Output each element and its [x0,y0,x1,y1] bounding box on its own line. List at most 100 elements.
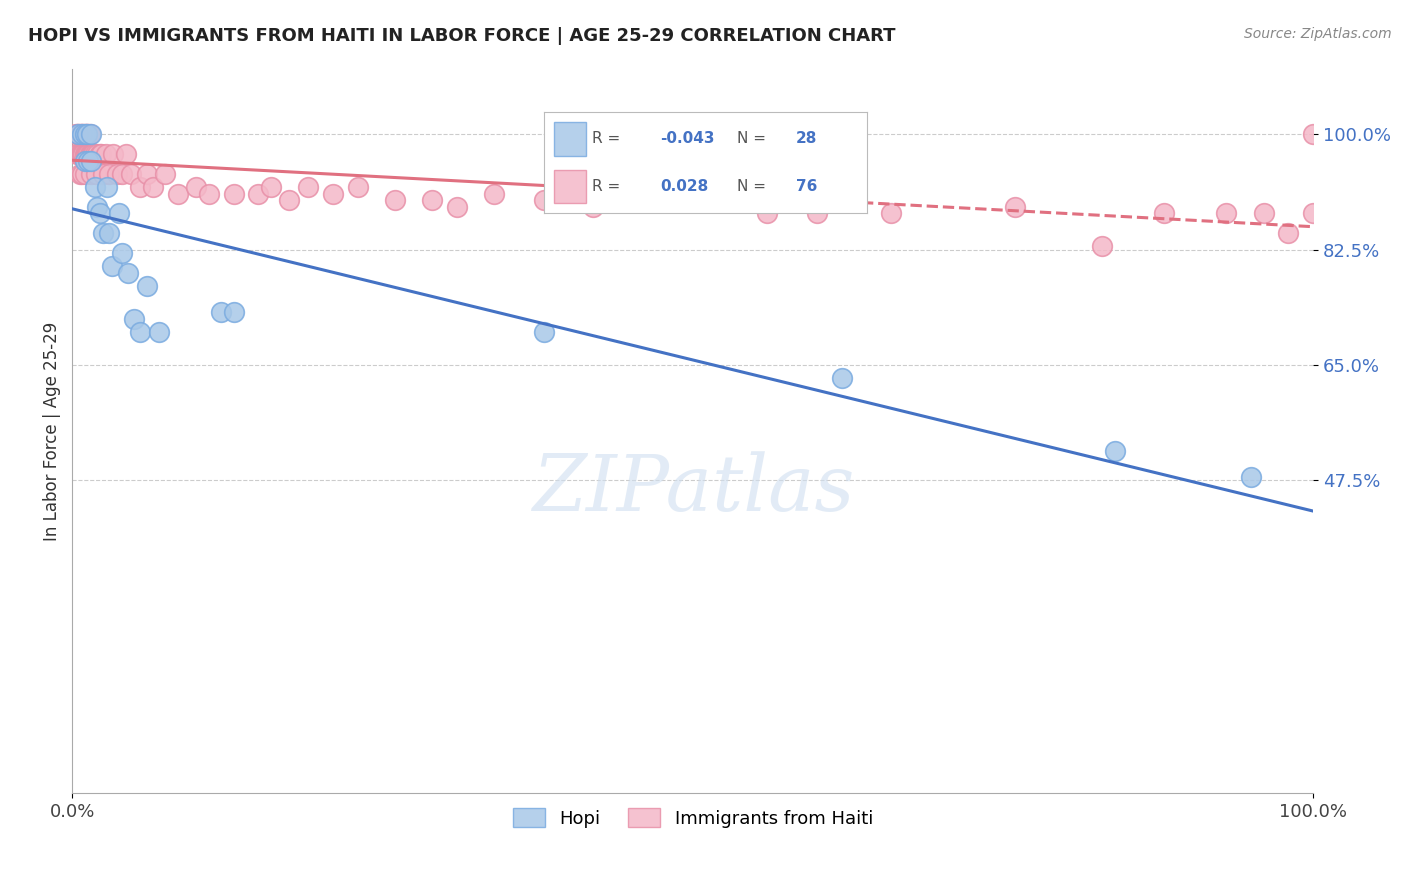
Point [70,147,93,161]
Point [66,147,89,161]
Point [101,259,124,273]
Point [260,180,283,194]
Point [67,147,90,161]
Legend: Hopi, Immigrants from Haiti: Hopi, Immigrants from Haiti [505,801,880,835]
Point [84,167,107,181]
Point [65,128,87,142]
Point [880,206,903,220]
Point [90,147,112,161]
Point [89,147,111,161]
Point [482,186,505,201]
Point [222,186,245,201]
Point [1215,206,1237,220]
Point [129,325,152,339]
Point [142,180,165,194]
Point [70,128,93,142]
Point [67,128,90,142]
Point [77,128,100,142]
Point [89,206,111,220]
Y-axis label: In Labor Force | Age 25-29: In Labor Force | Age 25-29 [44,321,60,541]
Point [73,128,96,142]
Point [83,147,105,161]
Point [533,194,555,208]
Point [82,147,104,161]
Point [94,147,117,161]
Point [76,128,98,142]
Point [209,305,232,319]
Point [155,167,177,181]
Point [346,180,368,194]
Point [72,128,94,142]
Point [80,167,103,181]
Point [831,371,853,385]
Point [70,167,93,181]
Text: Source: ZipAtlas.com: Source: ZipAtlas.com [1244,27,1392,41]
Point [1004,200,1026,214]
Point [114,147,136,161]
Point [76,128,98,142]
Point [77,147,100,161]
Point [80,147,103,161]
Point [86,147,108,161]
Point [75,128,97,142]
Point [79,128,101,142]
Point [111,246,134,260]
Point [1091,239,1114,253]
Point [98,167,121,181]
Point [91,167,114,181]
Point [80,153,103,168]
Point [1153,206,1175,220]
Point [108,206,131,220]
Point [297,180,319,194]
Point [1277,226,1299,240]
Point [96,180,118,194]
Point [103,147,125,161]
Point [69,147,91,161]
Point [120,167,142,181]
Point [98,226,121,240]
Point [1302,128,1324,142]
Point [83,180,105,194]
Point [70,128,93,142]
Point [73,147,96,161]
Point [135,167,157,181]
Point [533,325,555,339]
Point [86,200,108,214]
Point [80,128,103,142]
Point [73,153,96,168]
Point [72,147,94,161]
Point [186,180,208,194]
Point [384,194,406,208]
Point [129,180,152,194]
Point [73,167,96,181]
Point [70,128,93,142]
Point [582,200,605,214]
Point [124,312,146,326]
Point [806,206,828,220]
Point [1253,206,1275,220]
Text: ZIPatlas: ZIPatlas [531,450,853,527]
Point [197,186,219,201]
Point [105,167,128,181]
Point [446,200,468,214]
Point [278,194,301,208]
Point [166,186,188,201]
Point [135,279,157,293]
Point [682,194,704,208]
Point [79,147,101,161]
Point [75,147,97,161]
Point [111,167,134,181]
Point [148,325,170,339]
Point [73,128,96,142]
Point [1104,443,1126,458]
Point [69,128,91,142]
Point [66,128,89,142]
Point [1240,470,1263,484]
Point [420,194,443,208]
Point [80,147,103,161]
Point [117,266,139,280]
Point [76,147,98,161]
Point [322,186,344,201]
Text: HOPI VS IMMIGRANTS FROM HAITI IN LABOR FORCE | AGE 25-29 CORRELATION CHART: HOPI VS IMMIGRANTS FROM HAITI IN LABOR F… [28,27,896,45]
Point [69,167,91,181]
